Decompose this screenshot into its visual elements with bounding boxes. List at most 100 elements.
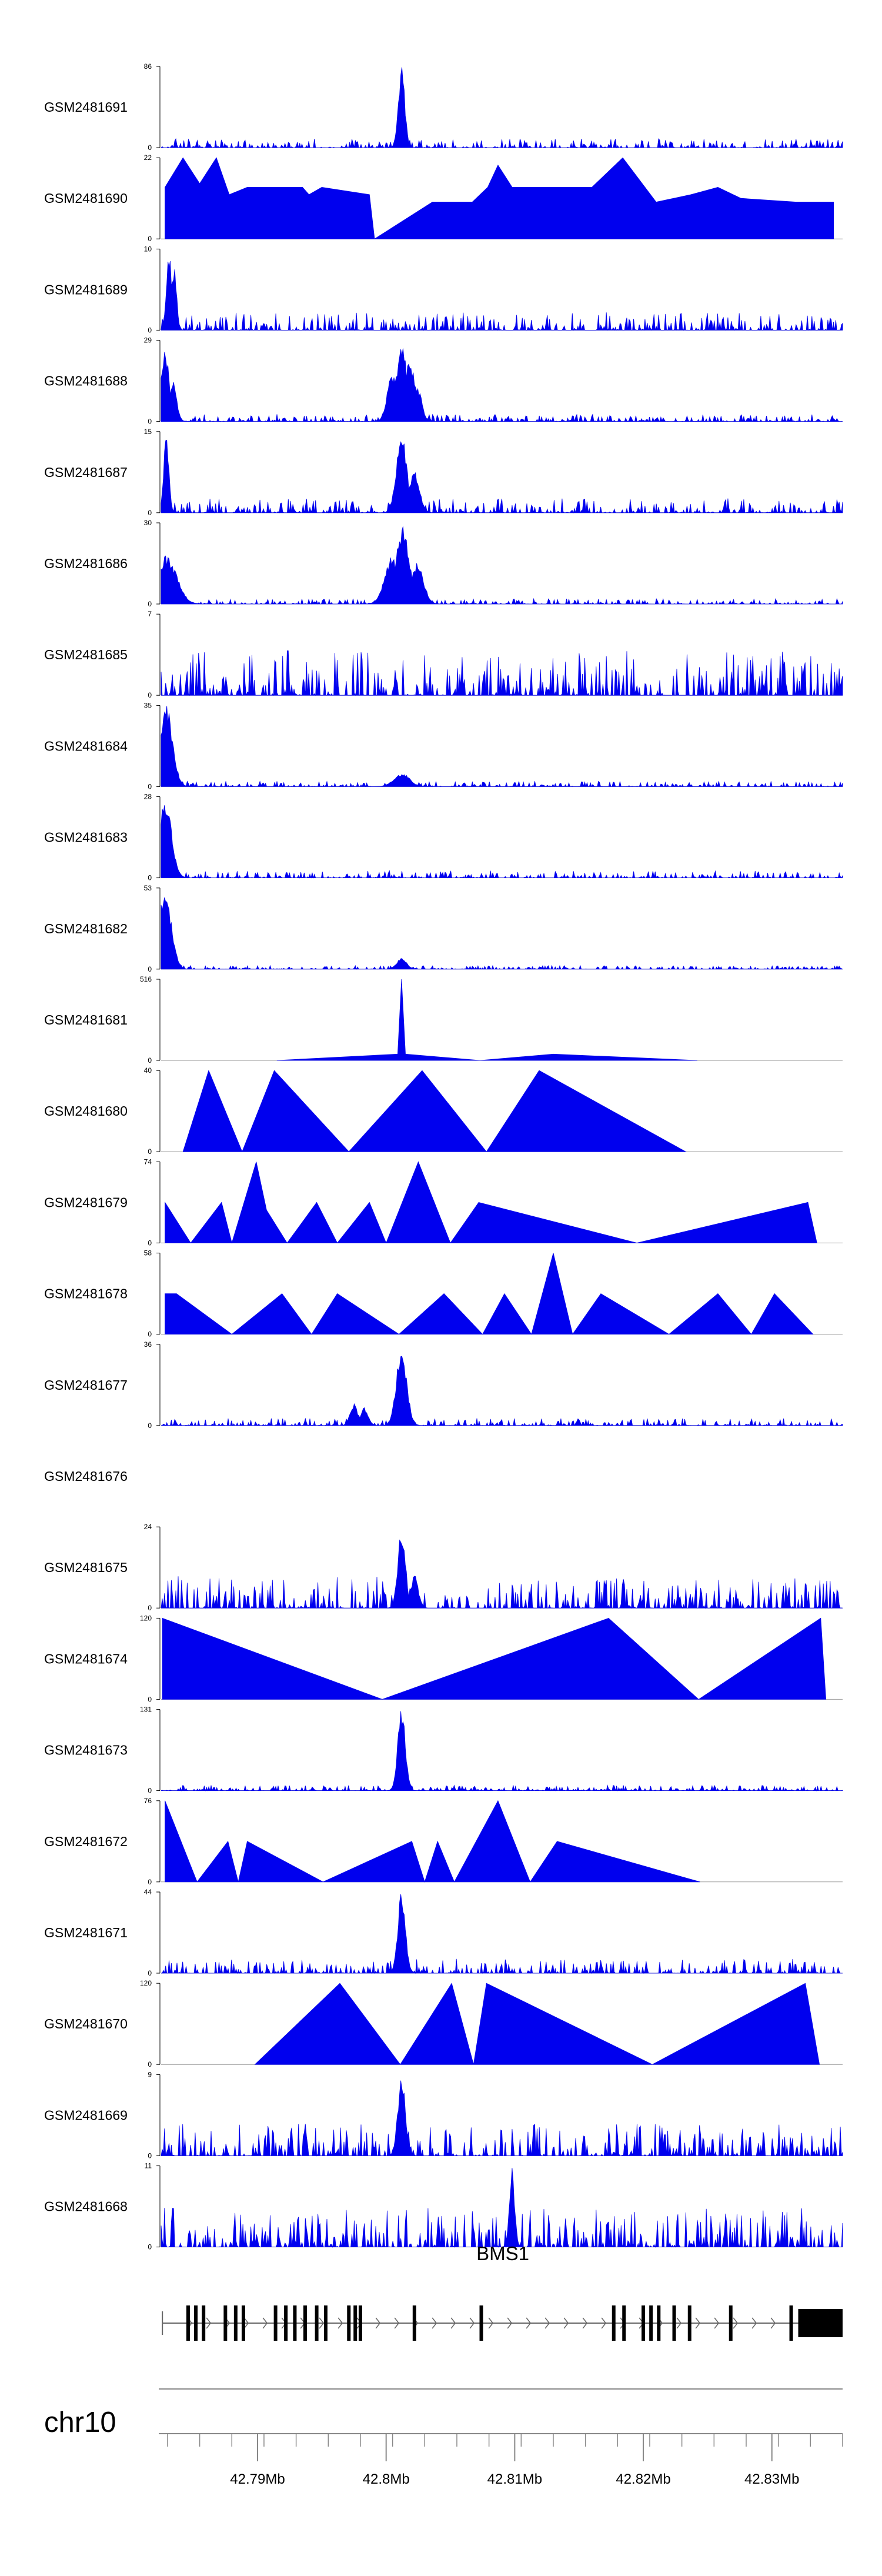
- y-tick-label-max: 40: [144, 1066, 152, 1075]
- track-label: GSM2481689: [44, 282, 128, 297]
- y-tick-label-max: 120: [140, 1979, 152, 1987]
- gene-exon: [657, 2305, 661, 2341]
- y-tick-label-min: 0: [148, 2243, 152, 2251]
- track-label: GSM2481685: [44, 647, 128, 662]
- track-label: GSM2481690: [44, 191, 128, 206]
- signal-area: [161, 261, 843, 331]
- y-tick-label-min: 0: [148, 144, 152, 152]
- y-tick-label-min: 0: [148, 235, 152, 243]
- track-GSM2481675: GSM2481675 24 0: [44, 1523, 843, 1612]
- y-tick-label-min: 0: [148, 509, 152, 517]
- track-label: GSM2481671: [44, 1925, 128, 1940]
- track-label: GSM2481686: [44, 556, 128, 571]
- track-label: GSM2481683: [44, 830, 128, 845]
- y-tick-label-min: 0: [148, 1147, 152, 1156]
- y-tick-label-min: 0: [148, 1787, 152, 1795]
- strand-arrow: [695, 2317, 701, 2329]
- strand-arrow: [507, 2317, 513, 2329]
- gene-exon: [347, 2305, 351, 2341]
- signal-area: [161, 1356, 843, 1427]
- strand-arrow: [544, 2317, 550, 2329]
- genome-axis: chr10 42.79Mb 42.8Mb 42.81Mb 42.82Mb 42.83Mb: [44, 2388, 843, 2487]
- y-tick-label-max: 74: [144, 1157, 152, 1166]
- gene-exon: [358, 2305, 362, 2341]
- strand-arrow: [450, 2317, 456, 2329]
- gene-exon: [315, 2305, 319, 2341]
- signal-area: [254, 1983, 820, 2065]
- y-tick-label-max: 35: [144, 701, 152, 709]
- track-label: GSM2481680: [44, 1103, 128, 1119]
- track-label: GSM2481682: [44, 921, 128, 936]
- strand-arrow: [601, 2317, 607, 2329]
- strand-arrow: [469, 2317, 475, 2329]
- track-GSM2481687: GSM2481687 15 0: [44, 428, 843, 517]
- gene-exon: [202, 2305, 206, 2341]
- y-tick-label-max: 131: [140, 1706, 152, 1714]
- gene-exon: [293, 2305, 297, 2341]
- track-label: GSM2481670: [44, 2016, 128, 2031]
- y-tick-label-min: 0: [148, 965, 152, 973]
- gene-exon: [323, 2305, 328, 2341]
- gene-exon: [789, 2305, 793, 2341]
- y-tick-label-min: 0: [148, 2060, 152, 2068]
- strand-arrow: [375, 2317, 381, 2329]
- signal-area: [276, 979, 697, 1061]
- track-GSM2481669: GSM2481669 9 0: [44, 2070, 843, 2160]
- strand-arrow: [526, 2317, 532, 2329]
- track-GSM2481688: GSM2481688 29 0: [44, 336, 843, 426]
- y-tick-label-max: 30: [144, 519, 152, 527]
- gene-exon: [303, 2305, 307, 2341]
- axis-tick-label: 42.8Mb: [363, 2471, 410, 2487]
- strand-arrow: [319, 2317, 325, 2329]
- track-label: GSM2481672: [44, 1834, 128, 1849]
- strand-arrow: [262, 2317, 268, 2329]
- track-GSM2481677: GSM2481677 36 0: [44, 1340, 843, 1430]
- signal-area: [182, 1070, 687, 1153]
- track-GSM2481673: GSM2481673 131 0: [44, 1706, 843, 1795]
- y-tick-label-max: 28: [144, 793, 152, 801]
- axis-tick-label: 42.83Mb: [744, 2471, 799, 2487]
- signal-area: [160, 67, 843, 149]
- signal-area: [162, 1617, 827, 1700]
- signal-area: [161, 805, 843, 879]
- y-tick-label-min: 0: [148, 326, 152, 334]
- gene-exon: [412, 2305, 416, 2341]
- track-label: GSM2481674: [44, 1651, 128, 1666]
- y-tick-label-max: 10: [144, 245, 152, 253]
- track-label: GSM2481668: [44, 2199, 128, 2214]
- track-GSM2481686: GSM2481686 30 0: [44, 519, 843, 608]
- track-GSM2481671: GSM2481671 44 0: [44, 1888, 843, 1977]
- strand-arrow: [676, 2317, 682, 2329]
- track-label: GSM2481677: [44, 1377, 128, 1393]
- strand-arrow: [563, 2317, 569, 2329]
- gene-name-label: BMS1: [476, 2243, 529, 2264]
- gene-exon: [612, 2305, 616, 2341]
- track-label: GSM2481679: [44, 1194, 128, 1210]
- y-tick-label-max: 58: [144, 1249, 152, 1257]
- y-tick-label-min: 0: [148, 1969, 152, 1977]
- strand-arrow: [206, 2317, 212, 2329]
- gene-exon: [642, 2305, 646, 2341]
- gene-exon: [649, 2305, 653, 2341]
- signal-area: [161, 1894, 843, 1974]
- y-tick-label-max: 86: [144, 62, 152, 71]
- track-GSM2481680: GSM2481680 40 0: [44, 1066, 843, 1156]
- y-tick-label-min: 0: [148, 691, 152, 699]
- y-tick-label-min: 0: [148, 1878, 152, 1886]
- y-tick-label-min: 0: [148, 1056, 152, 1065]
- gene-exon: [273, 2305, 278, 2341]
- signal-area: [165, 157, 834, 239]
- signal-area: [161, 897, 843, 970]
- track-label: GSM2481684: [44, 738, 128, 753]
- y-tick-label-max: 29: [144, 336, 152, 345]
- strand-arrow: [582, 2317, 588, 2329]
- y-tick-label-max: 44: [144, 1888, 152, 1896]
- y-tick-label-max: 24: [144, 1523, 152, 1531]
- gene-exon: [233, 2305, 238, 2341]
- track-GSM2481691: GSM2481691 86 0: [44, 62, 843, 152]
- axis-tick-label: 42.82Mb: [616, 2471, 670, 2487]
- signal-area: [161, 1539, 843, 1609]
- track-GSM2481681: GSM2481681 516 0: [44, 975, 843, 1065]
- gene-last-exon: [798, 2309, 843, 2337]
- y-tick-label-max: 15: [144, 428, 152, 436]
